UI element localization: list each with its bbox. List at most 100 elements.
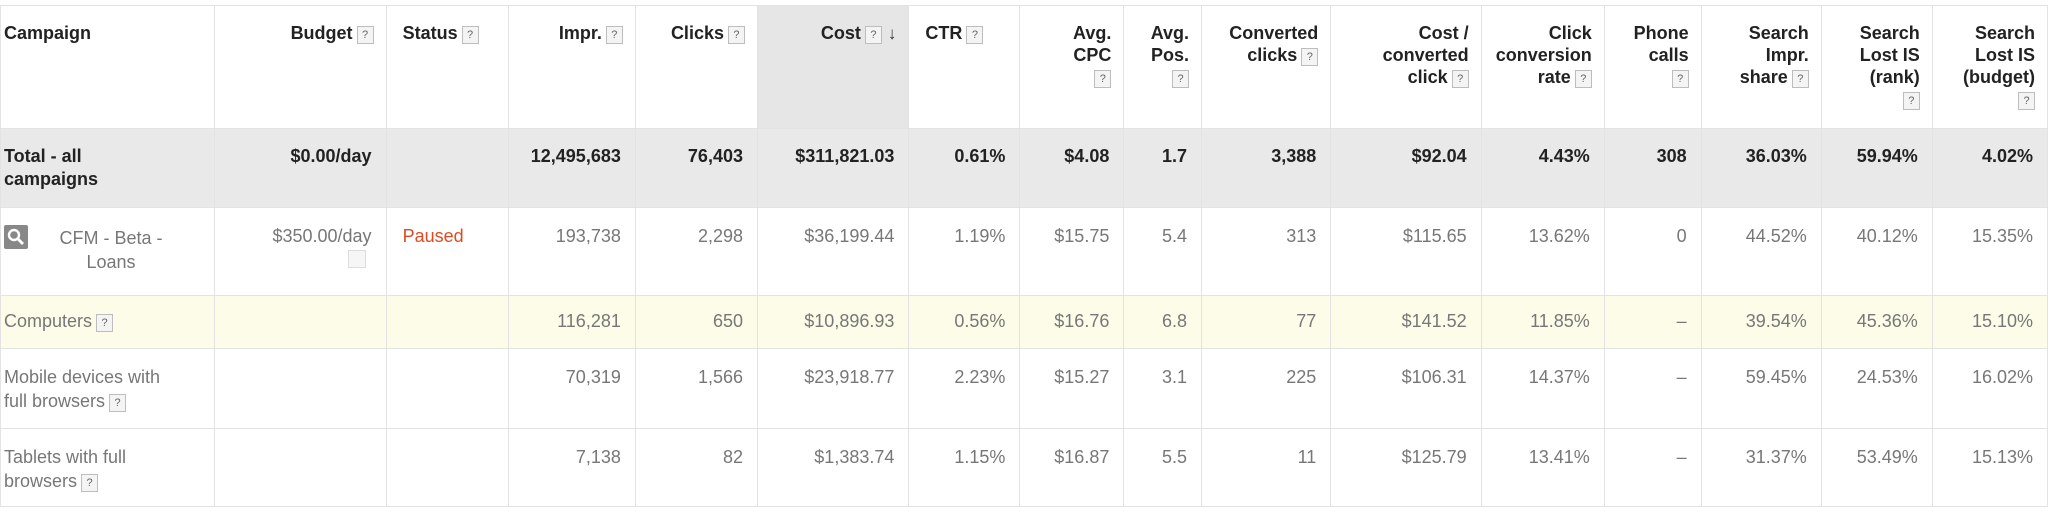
help-icon[interactable]: ? [1791, 70, 1809, 88]
column-header-phone-calls[interactable]: Phone calls? [1603, 5, 1702, 129]
column-header-converted-clicks[interactable]: Converted clicks? [1201, 5, 1332, 129]
help-icon[interactable]: ? [1671, 70, 1689, 88]
help-icon[interactable]: ? [1902, 92, 1920, 110]
column-header-label: Cost [820, 23, 861, 43]
help-icon[interactable]: ? [727, 26, 745, 44]
avg-cpc-cell: $15.27 [1019, 348, 1125, 429]
total-label: Total - all campaigns [0, 128, 215, 208]
column-header-budget[interactable]: Budget? [213, 5, 387, 129]
edit-icon[interactable] [347, 250, 366, 268]
search-impr-share-cell: 59.45% [1700, 348, 1822, 429]
help-icon[interactable]: ? [1094, 70, 1112, 88]
total-clicks: 76,403 [634, 128, 758, 208]
status-badge[interactable]: Paused [402, 226, 464, 246]
table-row: Computers? 116,281 650 $10,896.93 0.56% … [0, 295, 2048, 349]
help-icon[interactable]: ? [1172, 70, 1190, 88]
help-icon[interactable]: ? [356, 26, 374, 44]
help-icon[interactable]: ? [461, 26, 479, 44]
column-header-label: Converted [1229, 23, 1319, 43]
status-cell [385, 428, 509, 507]
column-header-status[interactable]: Status? [385, 5, 509, 129]
ctr-cell: 1.19% [908, 207, 1021, 296]
column-header-label: Search [1748, 23, 1809, 43]
converted-clicks-cell: 11 [1201, 428, 1332, 507]
cost-per-conv-cell: $125.79 [1330, 428, 1482, 507]
help-icon[interactable]: ? [109, 394, 127, 412]
column-header-avg-cpc[interactable]: Avg. CPC? [1019, 5, 1125, 129]
help-icon[interactable]: ? [1301, 48, 1319, 66]
clicks-cell: 2,298 [634, 207, 758, 296]
segment-label: full browsers [4, 391, 106, 411]
search-lost-rank-cell: 53.49% [1820, 428, 1933, 507]
total-cost: $311,821.03 [756, 128, 910, 208]
clicks-cell: 650 [634, 295, 758, 349]
column-header-label: Clicks [670, 23, 724, 43]
column-header-label: Lost IS [1974, 45, 2035, 65]
column-header-search-lost-budget[interactable]: Search Lost IS (budget)? [1931, 5, 2048, 129]
total-search-impr-share: 36.03% [1700, 128, 1822, 208]
total-avg-pos: 1.7 [1123, 128, 1203, 208]
column-header-click-conv-rate[interactable]: Click conversion rate? [1480, 5, 1605, 129]
help-icon[interactable]: ? [81, 474, 99, 492]
total-converted-clicks: 3,388 [1201, 128, 1332, 208]
column-header-label: conversion [1495, 45, 1592, 65]
column-header-label: Impr. [558, 23, 602, 43]
avg-pos-cell: 3.1 [1123, 348, 1203, 429]
column-header-search-lost-rank[interactable]: Search Lost IS (rank)? [1820, 5, 1933, 129]
cost-cell: $10,896.93 [756, 295, 910, 349]
cost-per-conv-cell: $106.31 [1330, 348, 1482, 429]
column-header-impressions[interactable]: Impr.? [507, 5, 636, 129]
column-header-label: Pos. [1151, 45, 1190, 65]
total-status [385, 128, 509, 208]
column-header-clicks[interactable]: Clicks? [634, 5, 758, 129]
column-header-ctr[interactable]: CTR? [908, 5, 1021, 129]
campaign-stats-table: Campaign Budget? Status? Impr.? Clicks? … [0, 5, 2048, 507]
column-header-avg-pos[interactable]: Avg. Pos.? [1123, 5, 1203, 129]
clicks-cell: 1,566 [634, 348, 758, 429]
total-search-lost-rank: 59.94% [1820, 128, 1933, 208]
converted-clicks-cell: 225 [1201, 348, 1332, 429]
column-header-cost-per-conv[interactable]: Cost / converted click? [1330, 5, 1482, 129]
budget-cell [213, 428, 387, 507]
segment-label: browsers [4, 471, 78, 491]
column-header-label: calls [1648, 45, 1689, 65]
table-row: Tablets with full browsers? 7,138 82 $1,3… [0, 428, 2048, 507]
total-row: Total - all campaigns $0.00/day 12,495,68… [0, 128, 2048, 208]
impressions-cell: 7,138 [507, 428, 636, 507]
total-budget: $0.00/day [213, 128, 387, 208]
impressions-cell: 116,281 [507, 295, 636, 349]
phone-calls-cell: – [1603, 295, 1702, 349]
avg-cpc-cell: $15.75 [1019, 207, 1125, 296]
impressions-cell: 193,738 [507, 207, 636, 296]
total-phone-calls: 308 [1603, 128, 1702, 208]
help-icon[interactable]: ? [864, 26, 882, 44]
help-icon[interactable]: ? [966, 26, 984, 44]
column-header-label: Lost IS [1859, 45, 1920, 65]
total-ctr: 0.61% [908, 128, 1021, 208]
column-header-label: CTR [925, 23, 963, 43]
column-header-label: Campaign [4, 23, 92, 43]
click-conv-rate-cell: 14.37% [1480, 348, 1605, 429]
column-header-label: Search [1974, 23, 2035, 43]
search-lost-rank-cell: 45.36% [1820, 295, 1933, 349]
cost-cell: $23,918.77 [756, 348, 910, 429]
search-icon[interactable] [4, 225, 28, 250]
help-icon[interactable]: ? [1451, 70, 1469, 88]
help-icon[interactable]: ? [2018, 92, 2035, 110]
help-icon[interactable]: ? [605, 26, 623, 44]
clicks-cell: 82 [634, 428, 758, 507]
cost-per-conv-cell: $115.65 [1330, 207, 1482, 296]
cost-cell: $36,199.44 [756, 207, 910, 296]
campaign-link[interactable]: CFM - Beta - Loans [36, 226, 186, 274]
sort-desc-icon[interactable]: ↓ [887, 24, 897, 43]
search-impr-share-cell: 44.52% [1700, 207, 1822, 296]
column-header-search-impr-share[interactable]: Search Impr. share? [1700, 5, 1822, 129]
avg-cpc-cell: $16.87 [1019, 428, 1125, 507]
column-header-campaign[interactable]: Campaign [0, 5, 215, 129]
converted-clicks-cell: 313 [1201, 207, 1332, 296]
avg-pos-cell: 5.5 [1123, 428, 1203, 507]
column-header-cost[interactable]: Cost? ↓ [756, 5, 910, 129]
help-icon[interactable]: ? [96, 314, 114, 332]
help-icon[interactable]: ? [1574, 70, 1592, 88]
